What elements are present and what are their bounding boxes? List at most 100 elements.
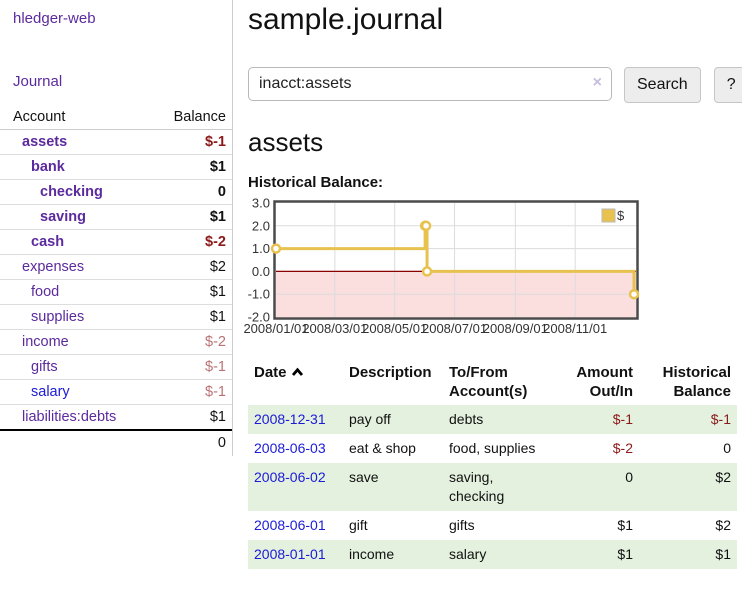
account-row: food $1 [0, 279, 232, 305]
transaction-amount: 0 [625, 469, 633, 485]
account-row: salary $-1 [0, 379, 232, 405]
transaction-date-link[interactable]: 2008-01-01 [254, 546, 326, 562]
account-heading: assets [248, 127, 324, 157]
main-content: sample.journal × Search ? assets Histori… [233, 0, 742, 593]
register-header-description: Description [349, 364, 432, 381]
transaction-date-link[interactable]: 2008-06-02 [254, 469, 326, 485]
account-row: supplies $1 [0, 304, 232, 330]
x-tick-label: 2008/11/01 [543, 321, 607, 336]
account-row: assets $-1 [0, 130, 232, 155]
transaction-date-link[interactable]: 2008-06-01 [254, 517, 326, 533]
transaction-balance: $1 [715, 546, 731, 562]
x-tick-label: 2008/01/01 [243, 321, 308, 336]
transaction-balance: $2 [715, 469, 731, 485]
account-link[interactable]: food [31, 284, 60, 300]
x-tick-label: 2008/03/01 [302, 321, 367, 336]
transaction-date-link[interactable]: 2008-12-31 [254, 411, 326, 427]
y-tick-label: -2.0 [248, 310, 270, 325]
transaction-balance: $2 [715, 517, 731, 533]
account-link[interactable]: saving [40, 209, 86, 225]
account-link[interactable]: cash [31, 234, 65, 250]
accounts-header-balance: Balance [173, 109, 226, 125]
y-tick-label: 3.0 [252, 196, 270, 211]
account-balance: $1 [209, 409, 226, 425]
accounts-header-row: Account Balance [0, 105, 232, 130]
transaction-accounts: salary [449, 546, 487, 562]
clear-search-icon[interactable]: × [592, 74, 602, 91]
search-input-wrap: × [248, 67, 612, 101]
x-tick-label: 2008/09/01 [483, 321, 548, 336]
account-balance: $2 [209, 259, 226, 275]
account-balance: $1 [209, 209, 226, 225]
transaction-description: eat & shop [349, 440, 416, 456]
account-balance: $-2 [205, 334, 226, 350]
transaction-amount: $-1 [612, 411, 633, 427]
account-row: income $-2 [0, 329, 232, 355]
register-header-amount: Amount Out/In [576, 364, 633, 400]
transaction-date-link[interactable]: 2008-06-03 [254, 440, 326, 456]
account-balance: $-1 [205, 384, 226, 400]
transaction-accounts: food, supplies [449, 440, 536, 456]
account-link[interactable]: supplies [31, 309, 85, 325]
historical-balance-chart[interactable]: $3.0 2.0 1.0 0.0 -1.0 -2.02008/01/012008/03/0… [242, 196, 642, 339]
account-row: gifts $-1 [0, 354, 232, 380]
sort-ascending-icon [291, 367, 303, 376]
account-balance: $1 [209, 159, 226, 175]
register-header-balance: Historical Balance [662, 364, 731, 400]
data-point [421, 266, 433, 277]
transaction-description: pay off [349, 411, 391, 427]
app-title-link[interactable]: hledger-web [13, 10, 96, 27]
transaction-accounts: debts [449, 411, 484, 427]
legend-label: $ [617, 208, 625, 223]
sidebar: hledger-web Journal Account Balance asse… [0, 0, 233, 456]
account-link[interactable]: liabilities:debts [22, 409, 117, 425]
search-input[interactable] [248, 67, 612, 101]
account-balance: 0 [217, 184, 226, 200]
account-link[interactable]: income [22, 334, 69, 350]
account-balance: $-1 [205, 134, 226, 150]
transaction-balance: 0 [723, 440, 731, 456]
search-button[interactable]: Search [624, 67, 701, 103]
transaction-description: income [349, 546, 395, 562]
register-header-accounts: To/From Account(s) [449, 364, 528, 400]
register-row: 2008-12-31 pay off debts $-1 $-1 [248, 405, 737, 434]
account-link[interactable]: expenses [22, 259, 85, 275]
register-row: 2008-06-01 gift gifts $1 $2 [248, 511, 737, 540]
account-balance: $-1 [205, 359, 226, 375]
account-row: saving $1 [0, 204, 232, 230]
y-tick-label: -1.0 [248, 287, 270, 302]
legend-swatch [601, 208, 616, 223]
transaction-accounts: saving, checking [449, 469, 505, 504]
chart-title: Historical Balance: [248, 174, 384, 191]
account-row: cash $-2 [0, 229, 232, 255]
account-row: liabilities:debts $1 [0, 404, 232, 431]
plot-border [273, 200, 639, 320]
y-tick-label: 2.0 [252, 218, 270, 233]
x-tick-label: 2008/07/01 [422, 321, 487, 336]
transaction-amount: $1 [617, 546, 633, 562]
account-link[interactable]: assets [22, 134, 68, 150]
account-balance: $-2 [205, 234, 226, 250]
register-row: 2008-06-03 eat & shop food, supplies $-2 0 [248, 434, 737, 463]
y-tick-label: 1.0 [252, 241, 270, 256]
account-link[interactable]: salary [31, 384, 70, 400]
account-link[interactable]: checking [40, 184, 103, 200]
x-tick-label: 2008/05/01 [362, 321, 427, 336]
register-row: 2008-06-02 save saving, checking 0 $2 [248, 463, 737, 511]
register-row: 2008-01-01 income salary $1 $1 [248, 540, 737, 569]
transaction-accounts: gifts [449, 517, 475, 533]
accounts-table: Account Balance assets $-1 bank $1 checking 0… [0, 105, 232, 455]
account-link[interactable]: gifts [31, 359, 58, 375]
nav-journal-link[interactable]: Journal [13, 73, 63, 90]
account-row: bank $1 [0, 154, 232, 180]
sidebar-nav: Journal [13, 73, 232, 91]
register-header-row: Date Description To/From Account(s) Amou… [248, 359, 737, 405]
account-link[interactable]: bank [31, 159, 65, 175]
data-point [270, 243, 282, 254]
page-title: sample.journal [248, 3, 444, 36]
register-header-date[interactable]: Date [248, 359, 343, 405]
transaction-amount: $1 [617, 517, 633, 533]
data-point [628, 288, 640, 300]
help-button[interactable]: ? [713, 67, 742, 103]
